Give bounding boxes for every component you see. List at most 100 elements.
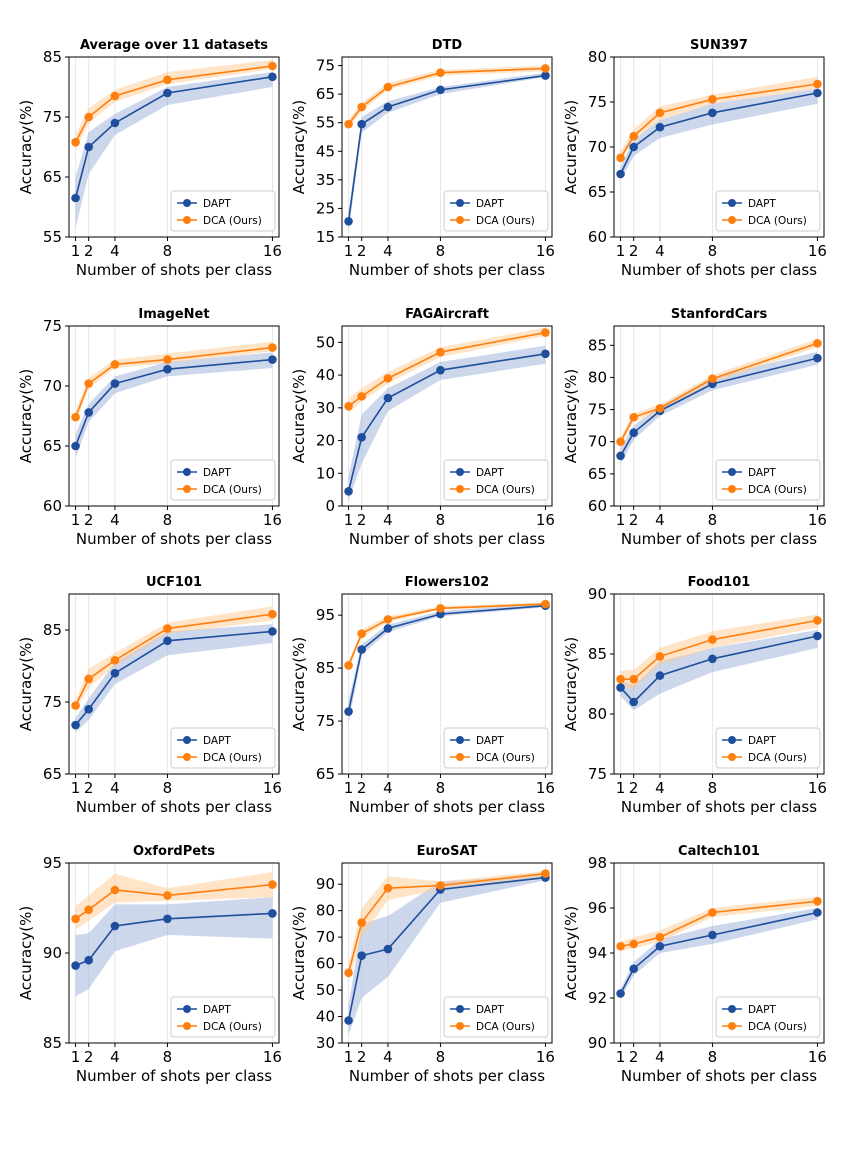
- y-tick-label: 55: [316, 114, 335, 132]
- dapt-point: [813, 908, 822, 917]
- y-tick-label: 85: [316, 659, 335, 677]
- dapt-point: [268, 909, 277, 918]
- dapt-point: [708, 108, 717, 118]
- dapt-point: [383, 624, 393, 633]
- legend-box: [170, 190, 276, 232]
- chart-title: FAGAircraft: [405, 307, 489, 322]
- legend-dapt-label: DAPT: [203, 198, 231, 210]
- x-tick-label: 8: [436, 1048, 446, 1066]
- dca-point: [163, 624, 172, 633]
- x-tick-label: 16: [536, 1048, 555, 1066]
- legend-dapt-label: DAPT: [748, 735, 776, 747]
- dca-band: [620, 614, 818, 689]
- dca-point: [357, 629, 366, 639]
- x-tick-label: 2: [629, 242, 639, 260]
- dapt-band: [75, 624, 273, 733]
- x-tick-label: 2: [84, 511, 94, 529]
- chart-title: EuroSAT: [417, 844, 478, 859]
- legend-dapt-label: DAPT: [748, 1004, 776, 1016]
- legend-dapt-label: DAPT: [476, 1004, 504, 1016]
- dapt-point: [357, 951, 366, 960]
- x-axis-label: Number of shots per class: [621, 261, 817, 279]
- x-tick-label: 8: [436, 242, 446, 260]
- legend-dca-label: DCA (Ours): [748, 215, 807, 227]
- legend-dca-marker: [456, 1022, 464, 1030]
- x-tick-label: 2: [357, 242, 367, 260]
- x-tick-label: 1: [71, 779, 81, 797]
- dca-band: [348, 602, 546, 670]
- dapt-point: [708, 654, 717, 664]
- x-tick-label: 2: [84, 779, 94, 797]
- chart-title: Flowers102: [405, 575, 489, 590]
- x-tick-label: 1: [71, 511, 81, 529]
- x-axis-label: Number of shots per class: [349, 798, 545, 816]
- legend-dapt-label: DAPT: [203, 735, 231, 747]
- dca-point: [71, 701, 80, 710]
- y-tick-label: 70: [588, 138, 607, 156]
- legend-dca-marker: [183, 1022, 191, 1030]
- y-axis-label: Accuracy(%): [17, 369, 35, 463]
- chart-panel: 1 2 4 8 16 60 65 70 75 80 85 StanfordCars Number of …: [562, 307, 827, 548]
- y-tick-label: 65: [588, 183, 607, 201]
- dapt-band: [75, 352, 273, 458]
- y-tick-label: 75: [316, 57, 335, 75]
- dca-point: [84, 112, 93, 122]
- y-axis-label: Accuracy(%): [17, 100, 35, 194]
- x-axis-label: Number of shots per class: [349, 530, 545, 548]
- y-tick-label: 90: [316, 875, 335, 893]
- legend-dapt-label: DAPT: [203, 467, 231, 479]
- dca-point: [268, 880, 277, 889]
- dca-point: [655, 403, 665, 413]
- plot-frame: [68, 325, 280, 507]
- legend-dca-marker: [728, 216, 736, 224]
- plot-frame: [68, 593, 280, 775]
- y-tick-label: 75: [43, 108, 62, 126]
- y-axis-label: Accuracy(%): [17, 906, 35, 1000]
- x-axis-label: Number of shots per class: [621, 530, 817, 548]
- dapt-point: [268, 72, 277, 82]
- dapt-point: [357, 645, 366, 654]
- legend-box: [715, 727, 821, 769]
- legend-dca-label: DCA (Ours): [748, 484, 807, 496]
- y-axis-label: Accuracy(%): [562, 906, 580, 1000]
- dapt-point: [616, 169, 625, 179]
- x-tick-label: 4: [655, 1048, 665, 1066]
- dca-point: [84, 674, 93, 684]
- legend-dapt-marker: [456, 736, 464, 744]
- legend-dapt-marker: [456, 199, 464, 207]
- chart-title: Food101: [688, 575, 751, 590]
- dca-point: [541, 869, 550, 878]
- dapt-point: [436, 85, 445, 95]
- legend-dapt-marker: [456, 1005, 464, 1013]
- dca-point: [813, 896, 822, 906]
- legend-dca-label: DCA (Ours): [203, 215, 262, 227]
- dapt-point: [344, 216, 353, 226]
- dca-point: [163, 355, 172, 364]
- dapt-point: [541, 71, 550, 80]
- x-tick-label: 2: [84, 1048, 94, 1066]
- y-tick-label: 15: [316, 228, 335, 246]
- x-tick-label: 2: [357, 1048, 367, 1066]
- x-tick-label: 8: [436, 511, 446, 529]
- dapt-band: [620, 908, 818, 998]
- dca-point: [110, 360, 120, 369]
- dca-point: [357, 918, 366, 927]
- x-tick-label: 16: [263, 511, 282, 529]
- chart-panel: 1 2 4 8 16 65 75 85 UCF101 Number of shots per cl…: [17, 575, 282, 816]
- x-tick-label: 16: [808, 242, 827, 260]
- dca-point: [616, 941, 625, 951]
- y-tick-label: 85: [588, 645, 607, 663]
- dapt-band: [75, 72, 273, 228]
- dca-point: [629, 131, 638, 141]
- dapt-band: [620, 630, 818, 711]
- y-tick-label: 95: [316, 606, 335, 624]
- x-tick-label: 2: [629, 511, 639, 529]
- x-tick-label: 4: [655, 511, 665, 529]
- legend-dapt-marker: [728, 736, 736, 744]
- dapt-point: [71, 441, 80, 451]
- dca-band: [620, 76, 818, 163]
- dapt-point: [357, 119, 366, 129]
- y-tick-label: 85: [43, 1034, 62, 1052]
- x-tick-label: 4: [383, 511, 393, 529]
- dapt-point: [110, 921, 120, 931]
